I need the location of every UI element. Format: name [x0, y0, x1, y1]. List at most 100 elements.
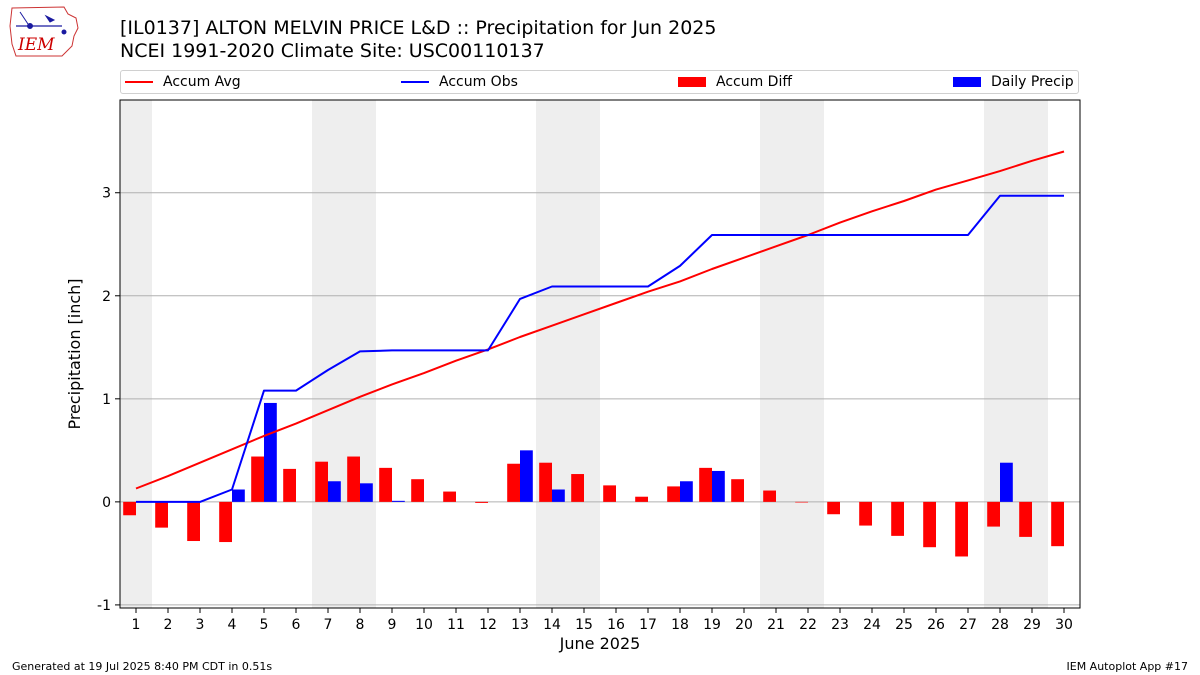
legend-label-accum-obs: Accum Obs: [439, 74, 518, 90]
iowa-state-outline: [9, 6, 79, 57]
y-tick-label: 1: [102, 392, 111, 408]
diff-bar: [475, 501, 488, 503]
y-tick-label: 0: [102, 495, 111, 511]
x-tick-label: 30: [1055, 617, 1073, 633]
legend-swatch-accum-diff: [678, 77, 706, 87]
weekend-shade: [312, 100, 376, 608]
legend-swatch-accum-obs: [401, 81, 429, 83]
daily-bar: [552, 489, 565, 502]
diff-bar: [187, 501, 200, 542]
y-tick-label: 3: [102, 186, 111, 202]
diff-bar: [251, 456, 264, 502]
diff-bar: [795, 501, 808, 503]
legend-swatch-daily-precip: [953, 77, 981, 87]
legend-label-accum-avg: Accum Avg: [163, 74, 241, 90]
x-tick-label: 10: [415, 617, 433, 633]
legend-item-accum-diff: Accum Diff: [678, 71, 792, 93]
daily-bar: [360, 483, 373, 502]
x-tick-label: 24: [863, 617, 881, 633]
x-tick-label: 26: [927, 617, 945, 633]
diff-bar: [155, 501, 168, 528]
weekend-shade: [760, 100, 824, 608]
x-tick-label: 21: [767, 617, 785, 633]
weather-station-icon: [16, 11, 67, 35]
diff-bar: [315, 461, 328, 502]
x-tick-label: 14: [543, 617, 561, 633]
x-tick-label: 4: [228, 617, 237, 633]
app-credit: IEM Autoplot App #17: [1066, 660, 1189, 673]
weekend-shade: [120, 100, 152, 608]
daily-bar: [680, 481, 693, 502]
diff-bar: [731, 479, 744, 502]
weekend-shade: [984, 100, 1048, 608]
x-tick-label: 2: [164, 617, 173, 633]
diff-bar: [571, 474, 584, 502]
diff-bar: [603, 485, 616, 502]
chart-title: [IL0137] ALTON MELVIN PRICE L&D :: Preci…: [120, 17, 717, 39]
x-tick-label: 12: [479, 617, 497, 633]
diff-bar: [1019, 501, 1032, 537]
diff-bar: [763, 490, 776, 502]
diff-bar: [859, 501, 872, 526]
legend-label-daily-precip: Daily Precip: [991, 74, 1074, 90]
x-tick-label: 23: [831, 617, 849, 633]
x-tick-label: 29: [1023, 617, 1041, 633]
legend-item-accum-avg: Accum Avg: [125, 71, 241, 93]
x-tick-label: 27: [959, 617, 977, 633]
daily-bar: [328, 481, 341, 502]
diff-bar: [955, 501, 968, 557]
daily-bar: [392, 500, 405, 502]
diff-bar: [123, 501, 136, 516]
diff-bar: [219, 501, 232, 543]
x-tick-label: 7: [324, 617, 333, 633]
diff-bar: [923, 501, 936, 548]
y-tick-label: 2: [102, 289, 111, 305]
x-tick-label: 16: [607, 617, 625, 633]
daily-bar: [712, 470, 725, 502]
x-tick-label: 25: [895, 617, 913, 633]
chart-legend: Accum Avg Accum Obs Accum Diff Daily Pre…: [120, 70, 1079, 94]
diff-bar: [539, 462, 552, 502]
legend-label-accum-diff: Accum Diff: [716, 74, 793, 90]
daily-bar: [232, 489, 245, 502]
diff-bar: [987, 501, 1000, 527]
diff-bar: [347, 456, 360, 502]
x-tick-label: 3: [196, 617, 205, 633]
x-axis-label: June 2025: [559, 634, 641, 653]
x-tick-label: 6: [292, 617, 301, 633]
logo-text: IEM: [17, 35, 55, 55]
x-tick-label: 9: [388, 617, 397, 633]
diff-bar: [283, 468, 296, 502]
diff-bar: [443, 491, 456, 502]
diff-bar: [699, 467, 712, 502]
diff-bar: [411, 479, 424, 502]
x-tick-label: 11: [447, 617, 465, 633]
plot-frame: [119, 99, 1081, 609]
weekend-shade: [536, 100, 600, 608]
x-tick-label: 8: [356, 617, 365, 633]
x-tick-label: 13: [511, 617, 529, 633]
x-tick-label: 5: [260, 617, 269, 633]
x-tick-label: 22: [799, 617, 817, 633]
diff-bar: [379, 467, 392, 502]
legend-item-daily-precip: Daily Precip: [953, 71, 1074, 93]
generated-timestamp: Generated at 19 Jul 2025 8:40 PM CDT in …: [12, 660, 273, 673]
diff-bar: [1051, 501, 1064, 547]
daily-bar: [520, 450, 533, 502]
iem-logo: IEM: [9, 6, 79, 57]
accum-avg-line: [135, 150, 1065, 490]
legend-swatch-accum-avg: [125, 81, 153, 83]
y-axis-label: Precipitation [inch]: [65, 278, 84, 429]
diff-bar: [827, 501, 840, 515]
legend-item-accum-obs: Accum Obs: [401, 71, 518, 93]
y-tick-label: -1: [97, 598, 111, 614]
diff-bar: [507, 463, 520, 502]
accum-obs-line: [136, 194, 1064, 503]
chart-subtitle: NCEI 1991-2020 Climate Site: USC00110137: [120, 40, 545, 62]
diff-bar: [891, 501, 904, 536]
x-tick-label: 17: [639, 617, 657, 633]
x-tick-label: 18: [671, 617, 689, 633]
daily-bar: [1000, 462, 1013, 502]
diff-bar: [667, 486, 680, 502]
